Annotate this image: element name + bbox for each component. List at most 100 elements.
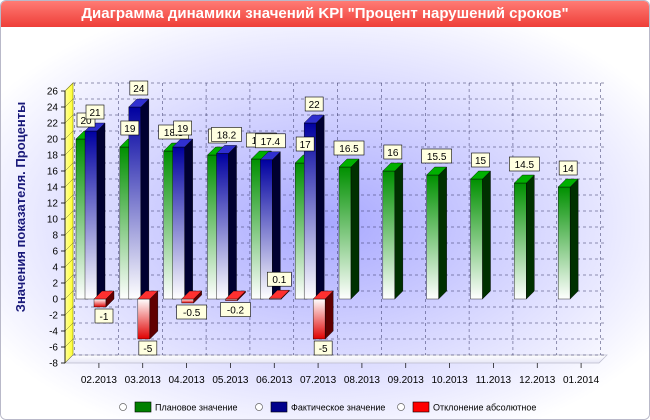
data-label: 0.1 — [272, 275, 286, 286]
wall-grid-line — [64, 354, 74, 364]
wall-grid-line — [64, 98, 74, 108]
data-label-box — [129, 80, 149, 96]
planned-bar-side — [482, 170, 491, 300]
data-label: -5 — [143, 344, 152, 355]
wall-grid-line — [64, 274, 74, 284]
data-label: 24 — [133, 84, 145, 95]
data-label-box — [94, 308, 114, 324]
wall-grid-line — [64, 114, 74, 124]
planned-bar — [470, 170, 491, 300]
wall-grid-line — [64, 338, 74, 348]
data-label-box — [120, 120, 140, 136]
y-axis-label: Значения показателя. Проценты — [13, 102, 28, 312]
deviation-bar-front — [225, 298, 238, 301]
planned-bar-top — [513, 174, 535, 184]
deviation-bar — [225, 290, 246, 302]
actual-bar-top — [303, 114, 325, 124]
actual-bar-side — [96, 122, 106, 300]
y-tick-label: 26 — [47, 87, 59, 98]
data-label-box — [304, 96, 324, 112]
actual-bar — [128, 98, 150, 300]
y-tick-label: 0 — [52, 295, 58, 306]
data-label: -0.5 — [183, 308, 201, 319]
planned-bar-top — [557, 178, 579, 188]
data-label: 21 — [89, 108, 101, 119]
data-label-box — [220, 302, 251, 317]
deviation-bar-side — [149, 290, 159, 340]
x-tick-label: 12.2013 — [519, 375, 556, 386]
data-label: 18.2 — [217, 130, 237, 141]
legend-swatch — [270, 401, 288, 413]
wall-grid-line — [64, 194, 74, 204]
wall-grid-line — [64, 322, 74, 332]
x-tick-label: 04.2013 — [169, 375, 206, 386]
actual-bar-side — [140, 98, 150, 300]
wall-grid-line — [64, 258, 74, 268]
data-label: 20 — [80, 116, 92, 127]
data-label-box — [176, 304, 207, 320]
planned-bar-top — [250, 150, 272, 160]
x-tick-label: 07.2013 — [300, 375, 337, 386]
data-label: 15 — [475, 156, 487, 167]
planned-bar-front — [382, 170, 396, 300]
planned-bar-top — [382, 162, 404, 172]
x-tick-label: 10.2013 — [432, 375, 469, 386]
legend-swatch — [412, 401, 430, 413]
x-tick-label: 03.2013 — [125, 375, 162, 386]
deviation-bar-front — [181, 298, 194, 304]
planned-bar-front — [514, 182, 527, 300]
data-label: 14.5 — [515, 160, 535, 171]
planned-bar — [426, 166, 448, 300]
wall-grid-line — [64, 130, 74, 140]
data-label-box — [421, 148, 452, 164]
data-label: 16 — [387, 148, 399, 159]
y-tick-label: 2 — [52, 279, 58, 290]
deviation-bar-side — [324, 290, 334, 340]
data-label-box — [267, 271, 292, 287]
data-label: -5 — [319, 344, 328, 355]
legend-label: Плановое значение — [155, 403, 238, 413]
wall-grid-line — [64, 146, 74, 156]
legend-radio — [397, 403, 405, 411]
actual-bar-side — [315, 114, 325, 300]
y-tick-label: 12 — [47, 199, 59, 210]
data-label: 22 — [309, 100, 321, 111]
floor — [64, 354, 608, 364]
deviation-bar — [312, 290, 334, 340]
data-label-box — [255, 133, 286, 149]
y-tick-label: 16 — [47, 167, 59, 178]
y-tick-label: 22 — [47, 119, 59, 130]
planned-bar-side — [438, 166, 447, 300]
wall-grid-line — [64, 210, 74, 220]
deviation-bar-top — [225, 290, 246, 300]
wall-grid-line — [64, 306, 74, 316]
data-label: 19 — [124, 124, 136, 135]
deviation-bar — [181, 290, 203, 304]
y-tick-label: 14 — [47, 183, 59, 194]
y-tick-label: -4 — [49, 327, 58, 338]
deviation-bar-top — [312, 290, 334, 300]
deviation-bar-front — [312, 298, 326, 340]
wall-grid-line — [64, 82, 74, 92]
x-tick-label: 01.2014 — [563, 375, 600, 386]
wall-grid-line — [64, 290, 74, 300]
wall-grid-line — [64, 178, 74, 188]
data-label-box — [295, 136, 315, 152]
legend-radio — [119, 403, 127, 411]
actual-bar-top — [172, 138, 194, 148]
legend-swatch — [134, 401, 152, 413]
data-label-box — [173, 120, 192, 136]
planned-bar-front — [557, 186, 571, 300]
actual-bar-top — [216, 145, 237, 154]
data-label: 15.5 — [427, 152, 447, 163]
data-label: 16.5 — [339, 144, 359, 155]
legend-label: Отклонение абсолютное — [433, 403, 536, 413]
planned-bar-front — [426, 174, 439, 300]
data-label-box — [85, 104, 105, 120]
planned-bar — [557, 178, 579, 300]
planned-bar-top — [426, 166, 448, 176]
actual-bar — [259, 151, 281, 300]
planned-bar-top — [338, 158, 360, 168]
planned-bar-side — [350, 158, 360, 300]
